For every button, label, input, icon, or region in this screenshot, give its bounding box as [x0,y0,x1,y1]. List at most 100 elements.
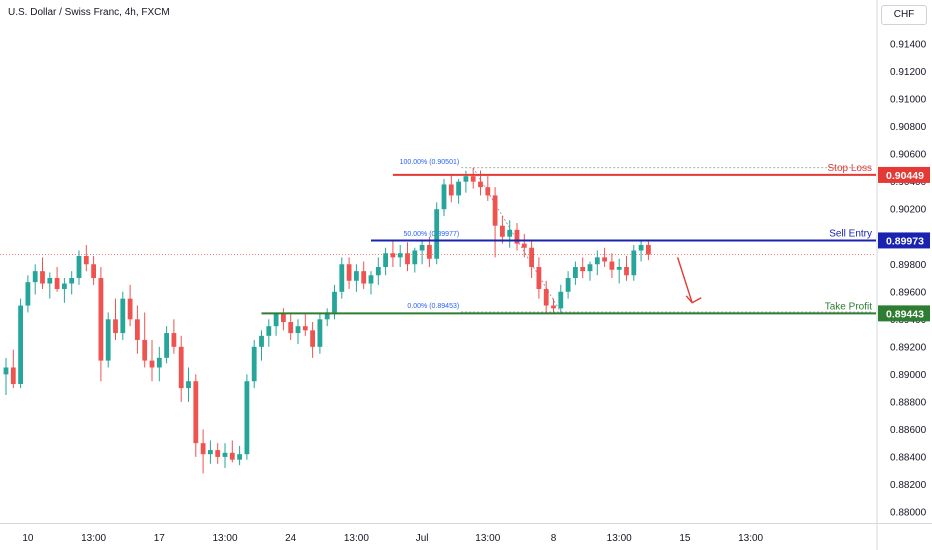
candle [470,167,476,189]
candle [3,357,9,396]
candle [222,443,228,468]
candle-body [624,267,629,276]
candle-body [390,253,396,258]
sell-entry-label: Sell Entry [829,228,872,239]
candle [551,298,556,314]
candle [558,284,564,314]
candle [500,216,505,244]
candle-body [529,247,534,268]
candle-body [412,250,418,265]
candle-body [558,291,564,309]
candle [616,258,622,284]
candle-body [448,184,454,196]
candle-body [142,339,148,361]
candle-body [514,229,520,244]
candle-body [208,450,213,455]
candle-body [259,335,264,347]
candle-body [427,244,432,259]
candle [178,335,184,402]
candle-body [346,264,352,281]
currency-button[interactable]: CHF [881,5,927,25]
candle-body [397,253,403,258]
time-tick-label: 13:00 [607,533,632,544]
candle-body [237,454,242,460]
candle-body [105,319,111,361]
time-tick-label: 13:00 [212,533,237,544]
candle [361,261,367,290]
candle-body [127,298,133,320]
candle-body [251,346,257,382]
candle-body [646,244,651,255]
candle [113,298,118,340]
candle [631,244,637,281]
candle-body [178,346,184,389]
candle [310,322,315,358]
candle-body [405,253,410,265]
candle-body [3,367,9,375]
candle [10,349,16,389]
candle-body [456,181,461,196]
candle [587,261,593,281]
candle-body [602,257,607,262]
candle [441,178,447,217]
candle-body [18,305,23,384]
candle [302,312,308,336]
candle-body [193,381,199,444]
candle-body [25,282,31,306]
candle-body [164,333,169,358]
price-tick-label: 0.90800 [890,122,927,133]
candle-body [135,319,140,340]
stop-loss-price-value: 0.90449 [886,170,924,182]
candle [397,244,403,268]
candle-body [310,330,315,347]
forecast-arrow-shaft [676,257,693,304]
price-tick-label: 0.89200 [890,342,927,353]
candle-body [616,267,622,270]
candle-body [69,278,75,284]
candle [32,264,38,295]
candle [346,257,352,290]
candle [186,367,191,402]
candle [529,239,534,279]
candle-body [91,264,96,279]
candle [456,178,461,204]
candle-body [32,271,38,283]
candle-body [295,326,301,334]
fib-level-label: 50.00% (0.89977) [404,231,460,238]
fib-level-label: 0.00% (0.89453) [407,303,459,310]
candle [47,272,53,299]
time-tick-label: 17 [154,533,166,544]
candle [646,239,651,261]
time-tick-label: 15 [679,533,691,544]
candle-body [47,278,53,284]
candle [543,280,549,314]
candle [419,239,425,265]
candle [91,255,96,285]
candle [295,319,301,345]
candle [573,261,578,285]
sell-entry-price-tag [878,232,930,249]
time-tick-label: 10 [22,533,34,544]
candle-body [171,333,177,347]
price-tick-label: 0.90200 [890,205,927,216]
candle [448,174,454,203]
candle [594,250,600,276]
candle [281,308,286,331]
candle-body [492,195,498,226]
candle-body [273,313,279,327]
candle [76,250,82,285]
candle [317,312,323,354]
candle-body [543,289,549,306]
take-profit-label: Take Profit [825,301,872,312]
candle-body [478,181,483,188]
candle-body [76,255,82,279]
candle [354,264,359,292]
candle-body [186,381,191,389]
candle-body [485,187,491,196]
take-profit-price-tag [878,305,930,322]
candle-body [98,278,104,361]
candle-body [281,313,286,323]
fib-level-label: 100.00% (0.90501) [400,159,460,166]
time-tick-label: 13:00 [344,533,369,544]
